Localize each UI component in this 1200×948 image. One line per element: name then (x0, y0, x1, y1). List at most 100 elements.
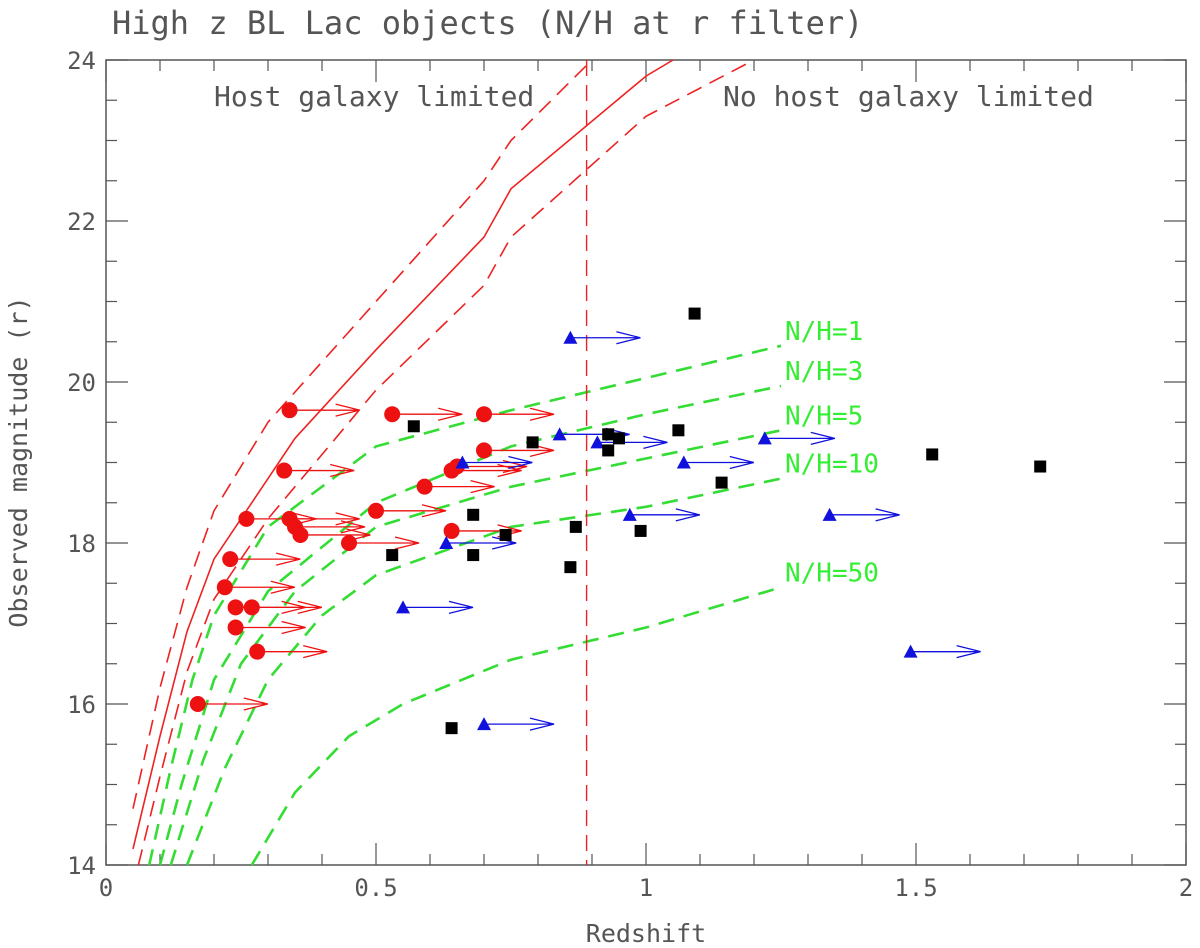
circle-point (227, 619, 244, 636)
x-axis-label: Redshift (586, 919, 706, 948)
square-point (407, 420, 420, 433)
circle-point (216, 579, 233, 596)
nh-curve-label: N/H=1 (785, 317, 863, 347)
nh-curve-label: N/H=5 (785, 401, 863, 431)
x-tick-label: 1 (639, 874, 653, 902)
square-point (602, 428, 615, 441)
triangle-limit-arrow (629, 508, 700, 522)
circle-point (189, 696, 206, 712)
circle-point (243, 599, 260, 616)
circle-limit-arrow (289, 403, 360, 417)
x-tick-label: 0.5 (354, 874, 397, 902)
y-tick-labels: 14 16 18 20 22 24 (67, 47, 96, 880)
circle-limit-arrow (284, 463, 355, 478)
square-point (926, 448, 939, 461)
triangle-point (563, 330, 578, 344)
triangle-point (903, 644, 918, 658)
region-label-left: Host galaxy limited (214, 80, 534, 113)
circle-point (341, 535, 357, 551)
triangle-point (455, 455, 470, 469)
square-point (467, 549, 480, 562)
circle-limit-arrow (224, 580, 295, 594)
triangle-limit-arrow (462, 455, 533, 470)
circle-limit-arrow (349, 536, 420, 550)
circle-limit-arrow (289, 512, 360, 526)
circle-point (249, 643, 266, 660)
square-point (526, 436, 539, 449)
y-tick-label: 18 (67, 530, 96, 558)
circle-point (476, 406, 492, 423)
triangle-point (822, 507, 837, 521)
square-point (467, 508, 480, 521)
circle-point (281, 402, 298, 419)
y-tick-label: 24 (67, 47, 96, 75)
circle-point (476, 442, 492, 459)
nh-ratio-curves: N/H=1 N/H=3 N/H=5 N/H=10 N/H=50 (147, 317, 879, 866)
triangle-limit-arrow (683, 455, 754, 470)
nh-curve (158, 384, 782, 866)
circle-point (292, 526, 309, 543)
triangle-limit-arrow (403, 600, 474, 615)
square-point (1034, 460, 1047, 473)
plot-frame (105, 59, 1187, 866)
square-point (613, 432, 625, 445)
host-galaxy-curves (132, 59, 755, 866)
circle-limit-arrow (295, 520, 366, 534)
triangle-point (622, 507, 637, 521)
circle-point (368, 502, 384, 519)
triangle-point (552, 427, 567, 441)
circle-point (227, 599, 244, 616)
circle-limit-arrow (197, 697, 268, 711)
x-tick-label: 0 (99, 874, 113, 902)
triangle-limit-arrow (910, 645, 981, 659)
circle-limit-arrow (392, 407, 463, 421)
triangle-point (396, 600, 410, 614)
triangle-point (477, 717, 491, 731)
circle-point (384, 406, 401, 423)
ticks (105, 59, 1187, 866)
region-label-right: No host galaxy limited (723, 80, 1094, 113)
triangle-limit-arrow (570, 331, 641, 345)
square-point (672, 424, 685, 437)
square-point (688, 307, 701, 320)
circle-limit-arrow (484, 407, 555, 421)
y-tick-label: 16 (67, 691, 96, 719)
host-curve-lower (137, 59, 755, 866)
triangle-limit-arrow (484, 717, 555, 731)
square-point (715, 476, 728, 489)
triangle-point (439, 536, 454, 549)
host-curve-upper (132, 59, 593, 809)
square-point (602, 444, 615, 457)
x-tick-labels: 0 0.5 1 1.5 2 (99, 874, 1193, 902)
circle-limit-arrow (484, 443, 555, 458)
circle-point (276, 462, 293, 479)
circle-point (443, 522, 460, 539)
nh-curve (250, 586, 782, 866)
nh-curve-label: N/H=50 (785, 558, 879, 588)
y-tick-label: 22 (67, 208, 96, 236)
circle-limit-arrow (235, 620, 306, 635)
host-curve-center (132, 59, 674, 850)
square-point (386, 549, 399, 562)
nh-curve-label: N/H=3 (785, 357, 863, 387)
circle-point (416, 478, 433, 495)
square-point (569, 520, 582, 533)
x-tick-label: 1.5 (894, 874, 937, 902)
triangle-point (676, 455, 691, 469)
y-axis-label: Observed magnitude (r) (4, 296, 33, 627)
triangle-limit-arrow (597, 435, 668, 450)
y-tick-label: 20 (67, 369, 96, 397)
circle-limit-arrow (251, 600, 322, 615)
circle-limit-arrow (300, 528, 371, 542)
square-point (564, 561, 577, 574)
nh-curve (185, 477, 782, 866)
triangle-point (757, 431, 772, 445)
chart-title: High z BL Lac objects (N/H at r filter) (112, 4, 863, 42)
square-point (499, 528, 512, 541)
nh-curve (169, 429, 782, 866)
triangle-limit-arrow (829, 508, 900, 522)
circle-limit-arrow (257, 645, 328, 659)
circle-point (222, 551, 239, 568)
circle-limit-arrow (376, 504, 447, 518)
